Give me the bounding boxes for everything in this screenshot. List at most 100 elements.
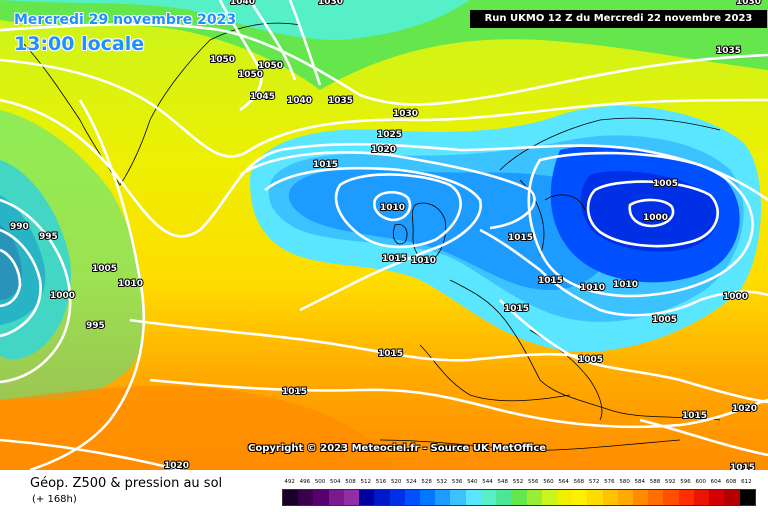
isobar-label: 1015 xyxy=(504,304,529,314)
scale-label: 512 xyxy=(360,479,371,485)
scale-swatch xyxy=(572,490,588,505)
greenland-coast xyxy=(19,22,301,186)
z500-low-east-core xyxy=(580,171,719,252)
isobar-label: 1020 xyxy=(164,461,189,470)
scale-swatch xyxy=(587,490,603,505)
isobar-label: 1040 xyxy=(230,0,255,7)
isobar-label: 1005 xyxy=(653,179,678,189)
scale-swatch xyxy=(480,490,497,505)
isobar-1010-west xyxy=(29,99,146,470)
scale-swatch xyxy=(450,490,466,505)
isobar-label: 1015 xyxy=(682,411,707,421)
isobar-label: 995 xyxy=(39,232,58,242)
isobar-1020 xyxy=(239,151,536,230)
scale-label: 564 xyxy=(558,479,569,485)
scale-label: 604 xyxy=(710,479,722,485)
scale-swatch xyxy=(343,490,360,505)
scale-label: 608 xyxy=(725,479,737,485)
scale-label: 496 xyxy=(299,479,311,485)
isobar-label: 1005 xyxy=(578,355,603,365)
isobar-label: 1005 xyxy=(652,315,677,325)
isobar-label: 1000 xyxy=(643,213,668,223)
scale-label: 540 xyxy=(467,479,478,485)
isobar-1045 xyxy=(248,0,297,81)
scale-swatch xyxy=(541,490,557,505)
isobar-1040 xyxy=(288,0,322,86)
isobar-label: 1050 xyxy=(258,61,283,71)
scale-label: 508 xyxy=(345,479,356,485)
isobar-label: 1000 xyxy=(723,292,748,302)
scale-swatch xyxy=(465,490,481,505)
isobar-1005-south xyxy=(499,299,768,404)
scale-swatch xyxy=(663,490,679,505)
scale-swatch xyxy=(389,490,405,505)
map-canvas: 1040 1030 1050 1050 1050 1045 1040 1035 … xyxy=(0,0,768,470)
coastlines xyxy=(19,22,721,451)
scale-label: 596 xyxy=(680,479,691,485)
scale-swatch xyxy=(678,490,694,505)
isobar-label: 1015 xyxy=(313,160,338,170)
isobar-1010-low xyxy=(334,173,462,249)
scale-swatch xyxy=(693,490,710,505)
scale-swatch xyxy=(556,490,573,505)
isobar-1005-low xyxy=(373,190,412,222)
africa-coast xyxy=(379,439,681,451)
isobar-1030 xyxy=(0,58,768,158)
scale-label: 528 xyxy=(421,479,432,485)
isobar-label: 1020 xyxy=(732,404,757,414)
isobar-label: 1035 xyxy=(716,46,741,56)
scale-swatch xyxy=(739,490,755,505)
scale-swatch xyxy=(404,490,420,505)
isobar-label: 1020 xyxy=(371,145,396,155)
isobar-label: 1045 xyxy=(250,92,275,102)
forecast-time: 13:00 locale xyxy=(14,33,145,55)
isobar-label: 1040 xyxy=(287,96,312,106)
isobar-label: 1015 xyxy=(538,276,563,286)
isobar-label: 1010 xyxy=(380,203,405,213)
britain-coast xyxy=(412,202,447,263)
ireland-coast xyxy=(393,224,408,245)
chart-title: Géop. Z500 & pression au sol xyxy=(30,476,223,491)
scale-label: 492 xyxy=(284,479,295,485)
scale-label: 588 xyxy=(649,479,661,485)
isobar-1020-se xyxy=(639,418,768,457)
isobar-label: 1035 xyxy=(328,96,353,106)
scale-label: 548 xyxy=(497,479,509,485)
isobar-label: 1010 xyxy=(613,280,638,290)
isobar-label: 990 xyxy=(10,222,29,232)
continental-coast xyxy=(449,279,721,421)
isobar-1020-sw xyxy=(0,438,181,470)
isobar-995-west xyxy=(0,228,42,338)
iberia-coast xyxy=(419,344,571,402)
isobar-label: 1015 xyxy=(508,233,533,243)
scale-label: 576 xyxy=(604,479,615,485)
isobar-1050 xyxy=(218,0,263,112)
isobar-label: 1030 xyxy=(393,109,418,119)
isobar-1005-west xyxy=(0,198,72,384)
scale-swatch xyxy=(648,490,664,505)
isobar-1035 xyxy=(0,22,768,106)
isobar-1005-east xyxy=(586,180,719,248)
scale-swatch xyxy=(374,490,390,505)
forecast-offset: (+ 168h) xyxy=(32,494,77,505)
scale-label: 556 xyxy=(527,479,539,485)
scale-label: 504 xyxy=(330,479,341,485)
scale-label: 584 xyxy=(634,479,646,485)
scale-label: 572 xyxy=(588,479,600,485)
model-run-label: Run UKMO 12 Z du Mercredi 22 novembre 20… xyxy=(470,10,767,28)
scale-label: 612 xyxy=(741,479,752,485)
weather-map: 1040 1030 1050 1050 1050 1045 1040 1035 … xyxy=(0,0,768,470)
scale-label: 516 xyxy=(375,479,387,485)
scale-label: 568 xyxy=(573,479,585,485)
scale-swatch xyxy=(283,490,299,505)
scale-label: 520 xyxy=(390,479,402,485)
scale-swatch xyxy=(617,490,634,505)
isobar-label: 1025 xyxy=(377,130,402,140)
scale-label: 536 xyxy=(451,479,463,485)
scale-swatch xyxy=(526,490,542,505)
z500-band-west xyxy=(0,110,144,400)
isobar-1010-east xyxy=(527,151,754,298)
scale-label: 560 xyxy=(543,479,554,485)
isobar-label: 1015 xyxy=(730,463,755,470)
scale-swatch xyxy=(313,490,329,505)
